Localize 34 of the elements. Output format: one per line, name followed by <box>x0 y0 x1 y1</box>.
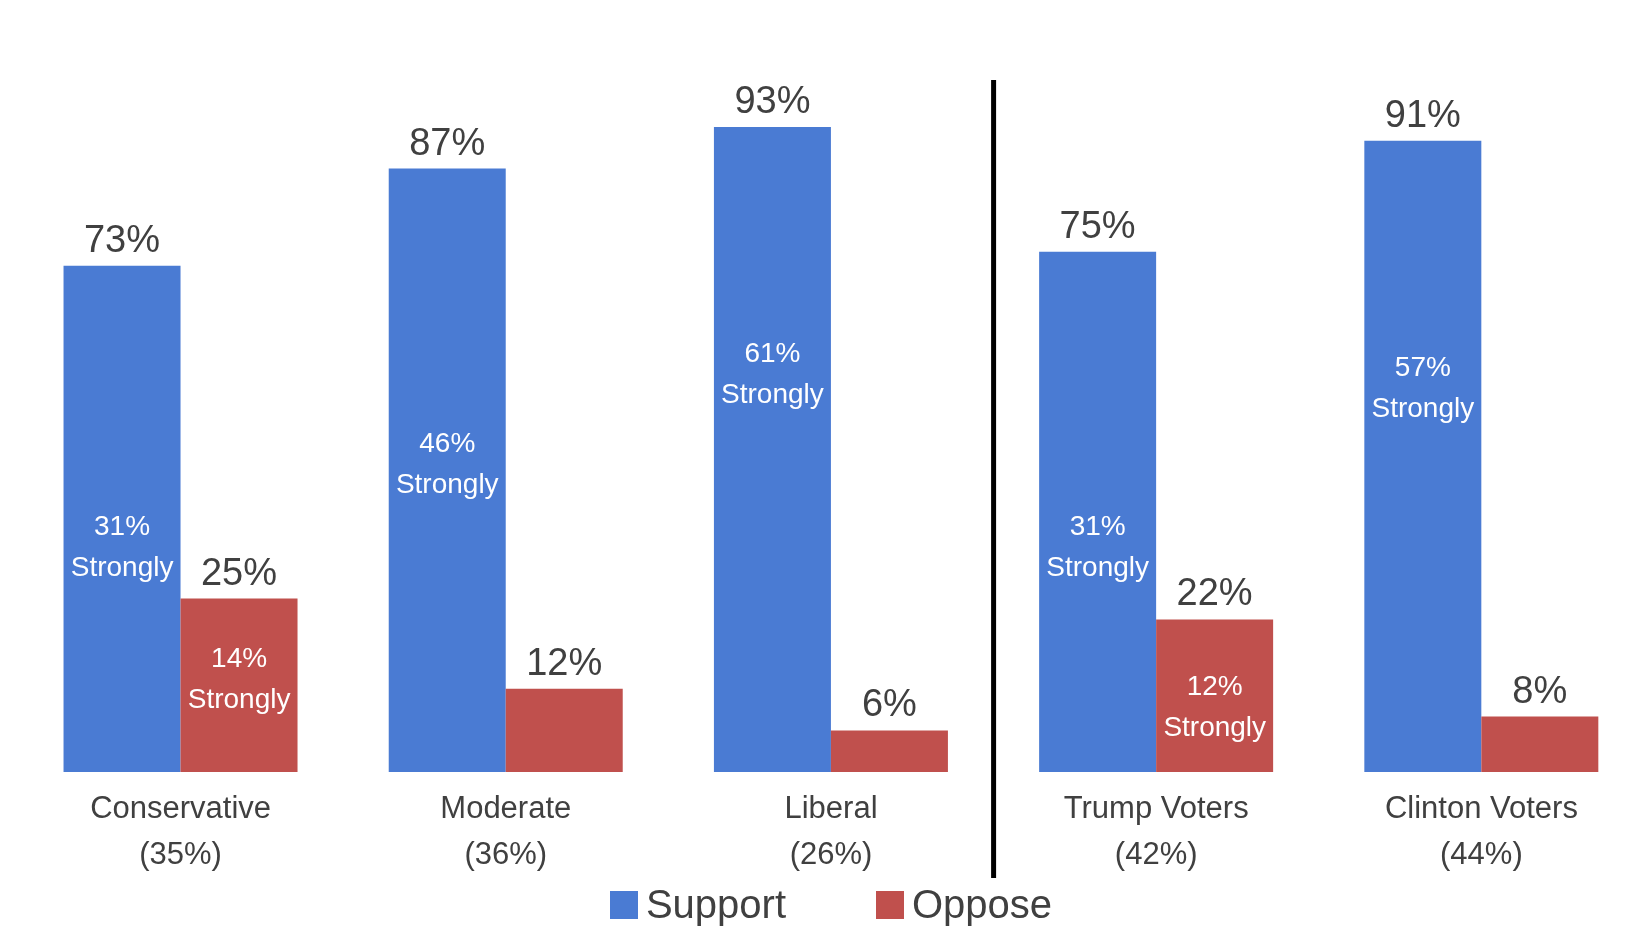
annotation: 61% Strongly <box>721 337 824 410</box>
data-label: 75% <box>1059 203 1136 246</box>
data-label: 22% <box>1176 571 1253 614</box>
data-label: 93% <box>734 79 811 121</box>
data-label: 12% <box>526 640 603 683</box>
annotation: 57% Strongly <box>1371 350 1475 423</box>
bar <box>388 168 506 772</box>
annotation: 12% Strongly <box>1163 669 1267 742</box>
legend-label: Oppose <box>912 882 1053 927</box>
data-label: 73% <box>84 217 161 260</box>
annotation: 14% Strongly <box>187 642 291 715</box>
bar <box>1364 140 1482 772</box>
x-tick-label: Liberal (26%) <box>784 790 878 871</box>
bar <box>1481 716 1599 772</box>
annotation: 46% Strongly <box>395 427 499 500</box>
x-tick-label: Trump Voters (42%) <box>1063 790 1249 871</box>
bar <box>1039 251 1157 772</box>
data-label: 87% <box>409 120 486 163</box>
bar <box>1156 619 1274 772</box>
bar <box>505 688 623 772</box>
annotation: 31% Strongly <box>1046 510 1150 583</box>
x-tick-label: Conservative (35%) <box>90 790 272 871</box>
bar <box>180 598 298 772</box>
data-label: 8% <box>1512 668 1568 711</box>
x-tick-label: Clinton Voters (44%) <box>1384 790 1578 871</box>
data-label: 6% <box>861 682 917 725</box>
data-label: 25% <box>201 550 278 593</box>
bar <box>830 730 948 772</box>
bar <box>63 265 181 772</box>
x-tick-label: Moderate (36%) <box>440 790 572 871</box>
legend-label: Support <box>645 882 786 927</box>
annotation: 31% Strongly <box>70 510 174 583</box>
data-label: 91% <box>1384 92 1461 135</box>
bar <box>713 127 831 772</box>
